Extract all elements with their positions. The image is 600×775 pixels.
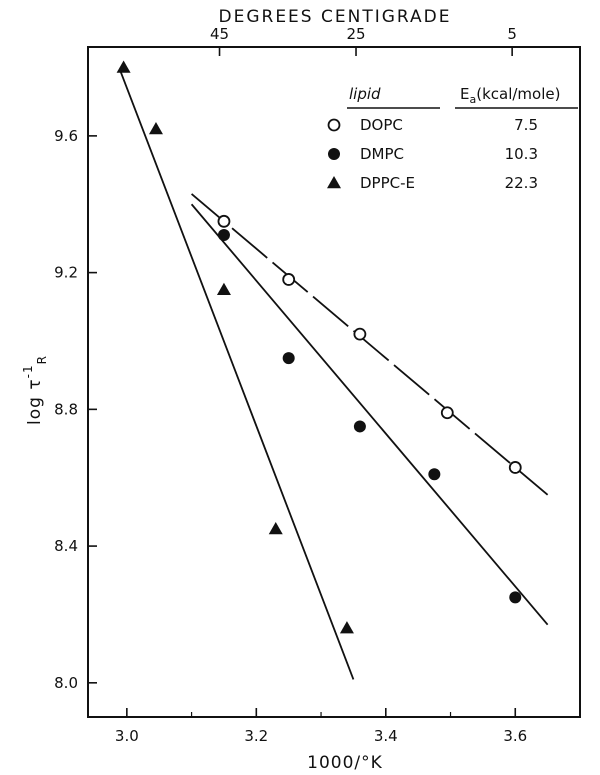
x-axis-title: 1000/°K: [307, 753, 383, 773]
legend-label-dopc: DOPC: [360, 116, 403, 134]
legend-label-dppc-e: DPPC-E: [360, 174, 415, 192]
fit-lines: [119, 70, 549, 680]
axis-ticks: 3.0 3.2 3.4 3.6 8.0 8.4 8.8 9.2 9.6 45 25 5: [54, 25, 527, 745]
plot-frame: [87, 46, 581, 718]
legend-ea-dppc-e: 22.3: [505, 174, 538, 192]
point-dppc-e: [116, 60, 131, 73]
legend-marker-dppc-e: [327, 176, 341, 189]
y-axis-title-subscript: R: [35, 355, 49, 364]
svg-text:log τ-1R: log τ-1R: [21, 355, 49, 425]
point-dmpc: [217, 229, 230, 242]
point-dmpc: [509, 591, 522, 604]
legend-marker-dopc: [327, 118, 341, 132]
top-tick-label: 25: [346, 25, 365, 43]
top-tick-label: 45: [210, 25, 229, 43]
point-dmpc: [428, 468, 441, 481]
point-dppc-e: [268, 521, 283, 535]
y-axis-title-superscript: -1: [21, 364, 35, 378]
point-dmpc: [282, 352, 295, 365]
y-tick-label: 8.4: [54, 537, 78, 555]
y-tick-label: 9.2: [54, 264, 78, 282]
point-dopc: [353, 327, 367, 341]
legend: lipid Ea(kcal/mole) DOPC 7.5 DMPC 10.3 DPPC-…: [327, 85, 578, 192]
y-axis-title: log τ-1R: [21, 355, 49, 425]
point-dopc: [508, 461, 522, 474]
x-tick-label: 3.2: [244, 727, 268, 745]
legend-label-dmpc: DMPC: [360, 145, 404, 163]
legend-ea-dmpc: 10.3: [505, 145, 538, 163]
legend-header-lipid: lipid: [349, 85, 381, 103]
fit-line-dppc-e: [119, 70, 355, 680]
x-tick-label: 3.0: [115, 727, 139, 745]
point-dopc: [217, 214, 231, 228]
legend-rows: DOPC 7.5 DMPC 10.3 DPPC-E 22.3: [327, 116, 538, 192]
legend-header-ea: Ea(kcal/mole): [460, 85, 560, 106]
legend-ea-dopc: 7.5: [514, 116, 538, 134]
x-tick-label: 3.6: [503, 727, 527, 745]
point-dopc: [440, 406, 454, 420]
top-tick-label: 5: [507, 25, 517, 43]
y-axis-title-main: log τ: [25, 378, 45, 425]
legend-header-ea-units: (kcal/mole): [476, 85, 560, 103]
legend-header-ea-symbol: E: [460, 85, 469, 103]
y-tick-label: 8.8: [54, 400, 78, 418]
x-tick-label: 3.4: [374, 727, 398, 745]
point-dppc-e: [148, 122, 163, 135]
data-points: [116, 60, 522, 634]
y-tick-label: 8.0: [54, 674, 78, 692]
point-dopc: [282, 273, 296, 286]
top-axis-title: DEGREES CENTIGRADE: [219, 7, 452, 27]
point-dppc-e: [216, 282, 231, 295]
fit-line-dmpc: [190, 203, 549, 626]
point-dppc-e: [339, 621, 354, 634]
point-dmpc: [353, 420, 366, 433]
legend-marker-dmpc: [328, 148, 340, 160]
fit-line-dopc: [190, 193, 549, 496]
y-tick-label: 9.6: [54, 127, 78, 145]
legend-header-ea-subscript: a: [469, 93, 476, 106]
